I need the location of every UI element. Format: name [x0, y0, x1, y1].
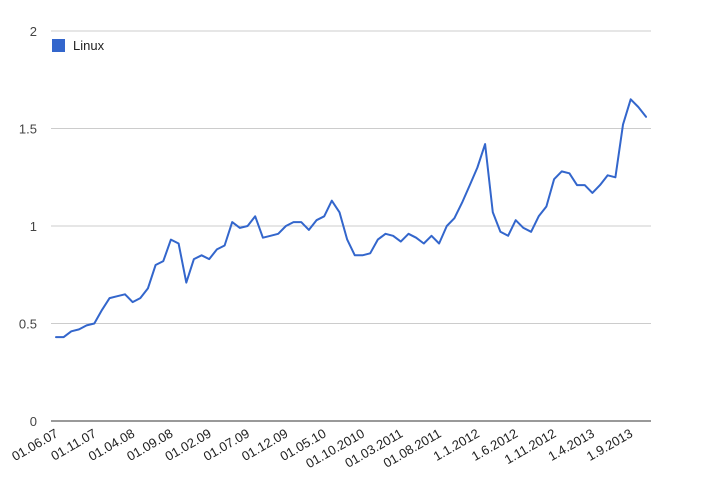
y-tick-label: 0.5: [19, 317, 37, 332]
data-point-linux[interactable]: [604, 171, 612, 179]
data-point-linux[interactable]: [106, 294, 114, 302]
y-tick-label: 1: [30, 219, 37, 234]
data-point-linux[interactable]: [144, 284, 152, 292]
data-point-linux[interactable]: [565, 169, 573, 177]
data-point-linux[interactable]: [228, 218, 236, 226]
data-point-linux[interactable]: [167, 236, 175, 244]
series-layer: [52, 95, 650, 341]
data-point-linux[interactable]: [374, 236, 382, 244]
data-point-linux[interactable]: [588, 189, 596, 197]
data-point-linux[interactable]: [358, 251, 366, 259]
data-point-linux[interactable]: [558, 167, 566, 175]
data-point-linux[interactable]: [236, 224, 244, 232]
data-point-linux[interactable]: [282, 222, 290, 230]
data-point-linux[interactable]: [535, 212, 543, 220]
data-point-linux[interactable]: [496, 228, 504, 236]
data-point-linux[interactable]: [412, 234, 420, 242]
legend-swatch-linux: [52, 39, 65, 52]
data-point-linux[interactable]: [642, 113, 650, 121]
data-point-linux[interactable]: [259, 234, 267, 242]
data-point-linux[interactable]: [213, 245, 221, 253]
data-point-linux[interactable]: [75, 325, 83, 333]
data-point-linux[interactable]: [404, 230, 412, 238]
data-point-linux[interactable]: [458, 199, 466, 207]
data-point-linux[interactable]: [52, 333, 60, 341]
data-point-linux[interactable]: [67, 327, 75, 335]
data-point-linux[interactable]: [244, 222, 252, 230]
data-point-linux[interactable]: [611, 173, 619, 181]
data-point-linux[interactable]: [113, 292, 121, 300]
data-point-linux[interactable]: [435, 240, 443, 248]
data-point-linux[interactable]: [221, 242, 229, 250]
data-point-linux[interactable]: [182, 279, 190, 287]
data-point-linux[interactable]: [60, 333, 68, 341]
data-point-linux[interactable]: [466, 181, 474, 189]
data-point-linux[interactable]: [336, 208, 344, 216]
y-tick-label: 2: [30, 24, 37, 39]
data-point-linux[interactable]: [343, 236, 351, 244]
y-tick-label: 1.5: [19, 122, 37, 137]
data-point-linux[interactable]: [504, 232, 512, 240]
data-point-linux[interactable]: [90, 320, 98, 328]
data-point-linux[interactable]: [305, 226, 313, 234]
data-point-linux[interactable]: [512, 216, 520, 224]
data-point-linux[interactable]: [313, 216, 321, 224]
data-point-linux[interactable]: [198, 251, 206, 259]
data-point-linux[interactable]: [129, 298, 137, 306]
data-point-linux[interactable]: [320, 212, 328, 220]
data-point-linux[interactable]: [159, 257, 167, 265]
y-tick-label: 0: [30, 414, 37, 429]
grid-lines: [51, 30, 651, 422]
data-point-linux[interactable]: [136, 294, 144, 302]
data-point-linux[interactable]: [121, 290, 129, 298]
data-point-linux[interactable]: [450, 214, 458, 222]
data-point-linux[interactable]: [634, 103, 642, 111]
data-point-linux[interactable]: [519, 224, 527, 232]
data-point-linux[interactable]: [473, 164, 481, 172]
data-point-linux[interactable]: [596, 181, 604, 189]
series-line-linux[interactable]: [55, 98, 647, 339]
data-point-linux[interactable]: [627, 95, 635, 103]
data-point-linux[interactable]: [251, 212, 259, 220]
data-point-linux[interactable]: [83, 321, 91, 329]
data-point-linux[interactable]: [205, 255, 213, 263]
data-point-linux[interactable]: [389, 232, 397, 240]
data-point-linux[interactable]: [274, 230, 282, 238]
data-point-linux[interactable]: [366, 249, 374, 257]
data-point-linux[interactable]: [481, 140, 489, 148]
y-axis-ticks: 0 0.5 1 1.5 2: [19, 24, 37, 429]
data-point-linux[interactable]: [267, 232, 275, 240]
data-point-linux[interactable]: [175, 240, 183, 248]
data-point-linux[interactable]: [581, 181, 589, 189]
data-point-linux[interactable]: [190, 255, 198, 263]
data-point-linux[interactable]: [573, 181, 581, 189]
data-point-linux[interactable]: [98, 306, 106, 314]
data-point-linux[interactable]: [290, 218, 298, 226]
data-point-linux[interactable]: [397, 238, 405, 246]
data-point-linux[interactable]: [550, 175, 558, 183]
x-axis-ticks: 01.06.0701.11.0701.04.0801.09.0801.02.09…: [9, 426, 635, 472]
data-point-linux[interactable]: [619, 121, 627, 129]
data-point-linux[interactable]: [297, 218, 305, 226]
data-point-linux[interactable]: [489, 208, 497, 216]
data-point-linux[interactable]: [152, 261, 160, 269]
data-point-linux[interactable]: [381, 230, 389, 238]
data-point-linux[interactable]: [427, 232, 435, 240]
legend[interactable]: Linux: [52, 38, 105, 53]
data-point-linux[interactable]: [328, 197, 336, 205]
legend-label-linux: Linux: [73, 38, 105, 53]
data-point-linux[interactable]: [420, 240, 428, 248]
data-point-linux[interactable]: [527, 228, 535, 236]
data-point-linux[interactable]: [443, 222, 451, 230]
data-point-linux[interactable]: [351, 251, 359, 259]
data-point-linux[interactable]: [542, 203, 550, 211]
